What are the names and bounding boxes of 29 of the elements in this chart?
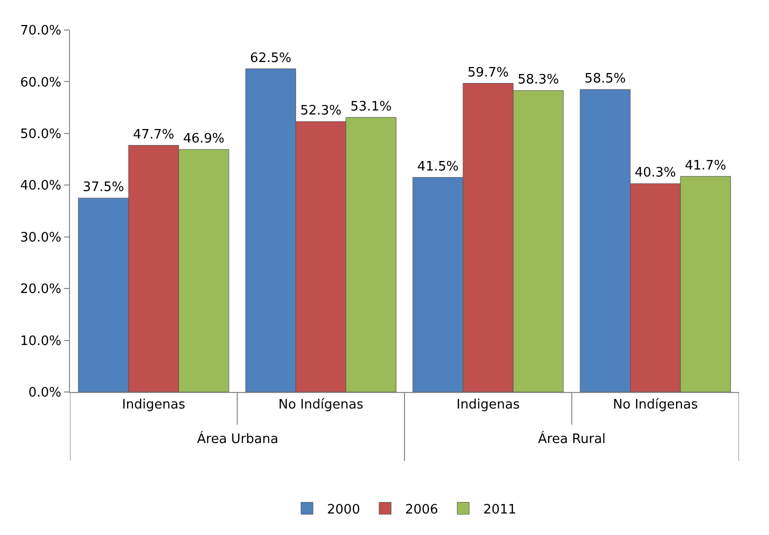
data-label: 37.5% bbox=[82, 180, 124, 196]
data-label: 40.3% bbox=[634, 166, 676, 181]
x-tick-label: No Indígenas bbox=[278, 398, 364, 413]
y-tick-label: 60.0% bbox=[20, 75, 62, 90]
text: Área Rural bbox=[538, 430, 606, 447]
y-tick-label: 50.0% bbox=[20, 126, 62, 142]
x-tick-label: No Indígenas bbox=[612, 398, 698, 413]
legend-label: 2006 bbox=[405, 502, 438, 518]
data-label: 47.7% bbox=[132, 127, 174, 142]
x-tick-label: Indigenas bbox=[456, 398, 520, 413]
data-label: 41.7% bbox=[684, 158, 726, 174]
y-tick-label: 20.0% bbox=[20, 282, 62, 298]
y-tick-label: 10.0% bbox=[20, 334, 62, 349]
y-tick-label: 30.0% bbox=[20, 230, 62, 246]
data-label: 59.7% bbox=[467, 65, 509, 80]
legend-label: 2011 bbox=[483, 502, 516, 518]
data-label: 41.5% bbox=[417, 159, 459, 174]
data-label: 58.3% bbox=[518, 72, 559, 88]
text: Área Urbana bbox=[197, 430, 278, 447]
data-label: 62.5% bbox=[250, 50, 292, 66]
data-label: 58.5% bbox=[584, 71, 626, 86]
y-tick-label: 0.0% bbox=[28, 386, 62, 401]
y-tick-label: 40.0% bbox=[20, 178, 62, 194]
legend-label: 2000 bbox=[327, 502, 360, 518]
y-tick-label: 70.0% bbox=[20, 24, 62, 39]
data-label: 46.9% bbox=[183, 131, 224, 146]
x-tick-label: Indigenas bbox=[122, 398, 186, 413]
data-label: 53.1% bbox=[350, 99, 392, 114]
data-label: 52.3% bbox=[300, 104, 342, 119]
